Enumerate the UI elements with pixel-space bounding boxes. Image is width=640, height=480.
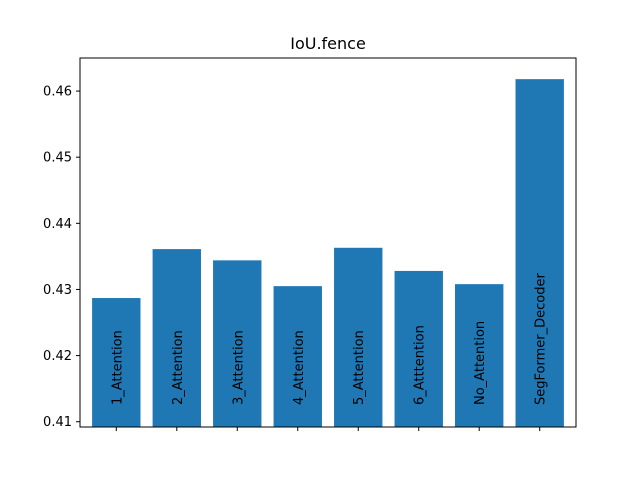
bar-label: 1_Attention	[110, 330, 125, 405]
bar-3_attention	[213, 260, 262, 427]
bar-label: 6_Atttention	[413, 325, 428, 405]
bar-1_attention	[92, 298, 141, 427]
y-tick-label: 0.41	[43, 415, 72, 430]
y-tick-label: 0.44	[43, 217, 72, 232]
x-axis	[115, 427, 541, 431]
bar-4_attention	[273, 286, 322, 427]
plot-frame	[79, 57, 577, 428]
bar-no_attention	[455, 284, 504, 427]
bar-6_atttention	[394, 270, 443, 427]
bars-group: 1_Attention 2_Attention 3_Attention 4_Atten…	[92, 79, 564, 427]
bar-label: SegFormer_Decoder	[534, 273, 549, 405]
y-tick-label: 0.45	[43, 151, 72, 166]
bar-label: 4_Attention	[292, 330, 307, 405]
bar-label: 3_Attention	[231, 330, 246, 405]
bar-label: 2_Attention	[171, 330, 186, 405]
bar-label: 5_Attention	[352, 330, 367, 405]
y-tick-label: 0.46	[43, 85, 72, 100]
bar-label: No_Attention	[473, 321, 488, 405]
bar-segformer_decoder	[515, 79, 564, 427]
y-tick-label: 0.42	[43, 349, 72, 364]
y-tick-label: 0.43	[43, 283, 72, 298]
bar-2_attention	[152, 249, 201, 427]
y-axis: 0.41 0.42 0.43 0.44 0.45 0.46	[43, 85, 80, 430]
bar-5_attention	[334, 247, 383, 427]
chart-title: IoU.fence	[290, 34, 366, 53]
